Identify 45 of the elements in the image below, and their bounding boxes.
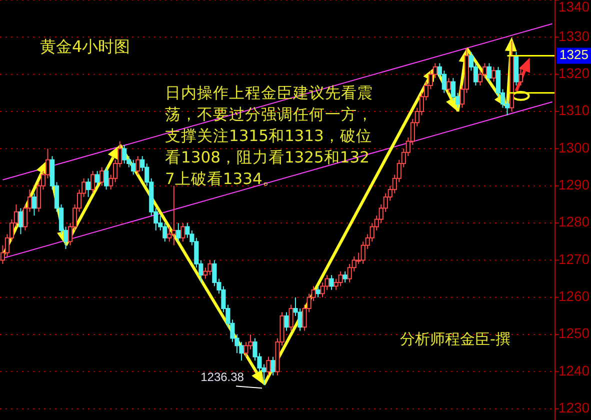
y-tick-label: 1330 bbox=[558, 28, 590, 44]
candlestick bbox=[18, 208, 24, 235]
y-tick-label: 1340 bbox=[558, 0, 590, 15]
y-tick-label: 1310 bbox=[558, 102, 590, 118]
y-tick-label: 1280 bbox=[558, 214, 590, 230]
annotation: 1236.38 bbox=[200, 370, 244, 384]
candlestick bbox=[32, 192, 37, 216]
y-tick-label: 1240 bbox=[558, 362, 590, 378]
candlestick bbox=[316, 286, 320, 298]
candlestick bbox=[266, 356, 271, 376]
candlestick bbox=[288, 304, 294, 332]
candlestick bbox=[136, 156, 140, 176]
candlestick bbox=[100, 166, 104, 186]
y-tick-label: 1290 bbox=[558, 176, 590, 193]
y-tick-label: 1270 bbox=[558, 250, 590, 267]
candlestick bbox=[86, 178, 91, 198]
candlestick bbox=[482, 62, 488, 79]
candlestick bbox=[104, 166, 109, 190]
candlestick bbox=[95, 170, 100, 186]
candlestick bbox=[203, 267, 208, 280]
candlestick bbox=[338, 270, 343, 287]
candlestick bbox=[122, 144, 127, 164]
candlestick bbox=[442, 70, 446, 94]
text: 黄金4小时图 bbox=[40, 37, 130, 56]
candlestick bbox=[270, 356, 276, 376]
y-tick-label: 1300 bbox=[558, 139, 590, 156]
y-tick-label: 1260 bbox=[558, 288, 590, 304]
candlestick bbox=[486, 62, 492, 82]
candlestick bbox=[518, 66, 524, 86]
candlestick bbox=[176, 222, 181, 242]
y-tick-label: 1230 bbox=[558, 400, 590, 416]
candlestick bbox=[185, 222, 190, 238]
candlestick bbox=[446, 78, 451, 94]
candlestick bbox=[212, 260, 217, 287]
candlestick bbox=[167, 226, 172, 242]
y-tick-label: 1320 bbox=[558, 65, 590, 82]
candlestick bbox=[342, 270, 348, 283]
annotation: 分析师程金臣-撰 bbox=[400, 330, 510, 348]
candlestick bbox=[491, 66, 496, 82]
y-tick-label: 1250 bbox=[558, 325, 590, 342]
candlestick bbox=[180, 222, 186, 242]
candlestick bbox=[90, 170, 96, 194]
candlestick bbox=[329, 274, 334, 290]
ref-line-label: 1325 bbox=[560, 47, 588, 62]
candlestick bbox=[284, 312, 289, 332]
